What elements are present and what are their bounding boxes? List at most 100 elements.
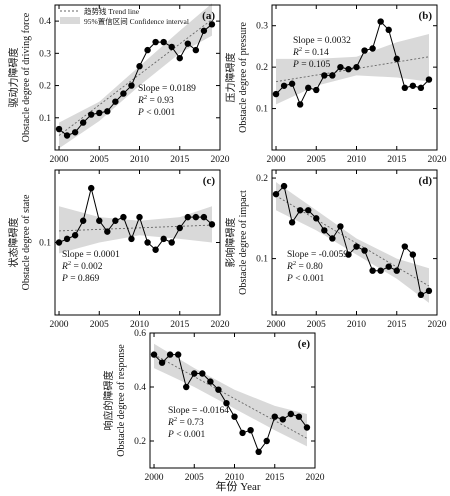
x-tick-label: 2005 <box>307 155 326 165</box>
panel-label: (d) <box>419 175 433 187</box>
stat-p: P = 0.105 <box>292 60 331 70</box>
axes-frame <box>149 332 316 469</box>
common-x-label: 年份 Year <box>215 479 260 493</box>
y-tick-label: 0.1 <box>256 105 268 115</box>
x-tick-label: 2005 <box>185 473 204 483</box>
panel-label: (e) <box>298 338 311 350</box>
data-point <box>255 448 262 455</box>
data-point <box>184 213 192 221</box>
stat-p: P = 0.869 <box>61 274 100 284</box>
data-point <box>296 207 304 214</box>
data-point <box>120 90 127 97</box>
data-point <box>63 235 71 243</box>
data-point <box>288 80 296 87</box>
stat-r2: R2 = 0.80 <box>286 260 323 272</box>
data-point <box>128 82 135 89</box>
panel-b: 2000 2005 2010 2015 2020 0.1 0.2 0.3 (b) 压力障碍度 Obs… <box>224 4 447 165</box>
data-point <box>183 383 190 391</box>
data-point <box>295 413 303 420</box>
y-axis-label-en: Obstacle degree of state <box>21 194 32 290</box>
x-tick-label: 2005 <box>307 320 326 330</box>
data-point <box>223 400 230 407</box>
data-point <box>239 429 246 437</box>
data-point <box>425 76 433 83</box>
trend-line <box>153 354 308 439</box>
y-axis-label-cn: 状态障碍度 <box>7 218 20 268</box>
data-point <box>104 228 111 235</box>
data-point <box>96 217 103 224</box>
data-point <box>272 190 280 198</box>
data-point <box>361 247 368 254</box>
data-point <box>160 235 167 243</box>
data-point <box>200 213 208 221</box>
data-point <box>200 27 208 34</box>
y-tick-label: 0.2 <box>39 82 51 92</box>
data-point <box>152 38 159 46</box>
stat-p: P < 0.001 <box>137 108 176 118</box>
axes-frame <box>271 169 438 316</box>
y-tick-label: 0.2 <box>256 63 268 73</box>
data-point <box>104 108 111 115</box>
stat-p: P < 0.001 <box>286 274 325 284</box>
x-tick-label: 2000 <box>145 473 164 483</box>
data-point <box>79 217 87 224</box>
panel-label: (b) <box>419 10 433 22</box>
data-point <box>136 213 143 221</box>
x-tick-label: 2015 <box>387 155 406 165</box>
data-point <box>231 413 238 420</box>
confidence-band <box>276 182 429 303</box>
x-tick-label: 2020 <box>211 320 230 330</box>
data-point <box>417 291 425 299</box>
data-point <box>337 63 344 71</box>
data-point <box>55 239 63 246</box>
stat-r2: R2 = 0.93 <box>137 94 174 106</box>
legend-band-label: 95%置信区间 Confidence interval <box>84 16 189 26</box>
data-point <box>353 63 360 71</box>
y-tick-label: 0.1 <box>256 255 268 265</box>
x-tick-label: 2010 <box>130 320 149 330</box>
data-point <box>409 82 417 89</box>
panel-a: 2000 2005 2010 2015 2020 0.1 0.2 0.3 0.4 (a) 驱动力障碍… <box>7 3 230 165</box>
axes-frame <box>271 4 438 151</box>
x-tick-label: 2005 <box>90 155 109 165</box>
stat-r2: R2 = 0.14 <box>292 46 329 58</box>
panel-c: 2000 2005 2010 2015 2020 0.1 (c) 状态障碍度 Obstacle … <box>7 169 230 330</box>
data-point <box>287 410 295 418</box>
y-tick-label: 0.3 <box>256 22 268 32</box>
data-point <box>79 119 87 126</box>
panel-label: (c) <box>203 175 216 187</box>
data-point <box>88 184 95 192</box>
data-point <box>112 217 119 224</box>
legend-trend-label: 趋势线 Trend line <box>84 6 140 16</box>
data-point <box>263 437 270 445</box>
x-tick-label: 2005 <box>90 320 109 330</box>
x-tick-label: 2010 <box>225 473 244 483</box>
data-point <box>377 267 384 274</box>
stat-p: P < 0.001 <box>167 430 206 440</box>
data-point <box>208 221 216 228</box>
data-point <box>208 21 216 28</box>
panel-e: 2000 2005 2010 2015 2020 0.2 0.4 0.6 (e) 响应的障碍度 Ob… <box>102 329 325 483</box>
x-tick-label: 2000 <box>50 155 69 165</box>
y-axis-label-cn: 驱动力障碍度 <box>7 48 20 108</box>
data-point <box>369 267 376 274</box>
x-tick-label: 2000 <box>267 155 286 165</box>
x-tick-label: 2020 <box>428 320 447 330</box>
y-axis-label-cn: 压力障碍度 <box>224 53 237 103</box>
data-point <box>288 219 296 226</box>
data-point <box>401 84 409 92</box>
data-point <box>345 251 352 258</box>
x-tick-label: 2020 <box>211 155 230 165</box>
data-point <box>71 129 79 136</box>
data-point <box>144 239 151 246</box>
data-point <box>247 427 254 434</box>
data-point <box>152 246 159 253</box>
data-point <box>176 224 183 232</box>
data-point <box>168 43 175 51</box>
data-point <box>393 267 400 274</box>
y-tick-label: 0.1 <box>39 114 51 124</box>
data-point <box>128 235 135 243</box>
data-point <box>409 251 417 258</box>
data-point <box>207 378 214 385</box>
